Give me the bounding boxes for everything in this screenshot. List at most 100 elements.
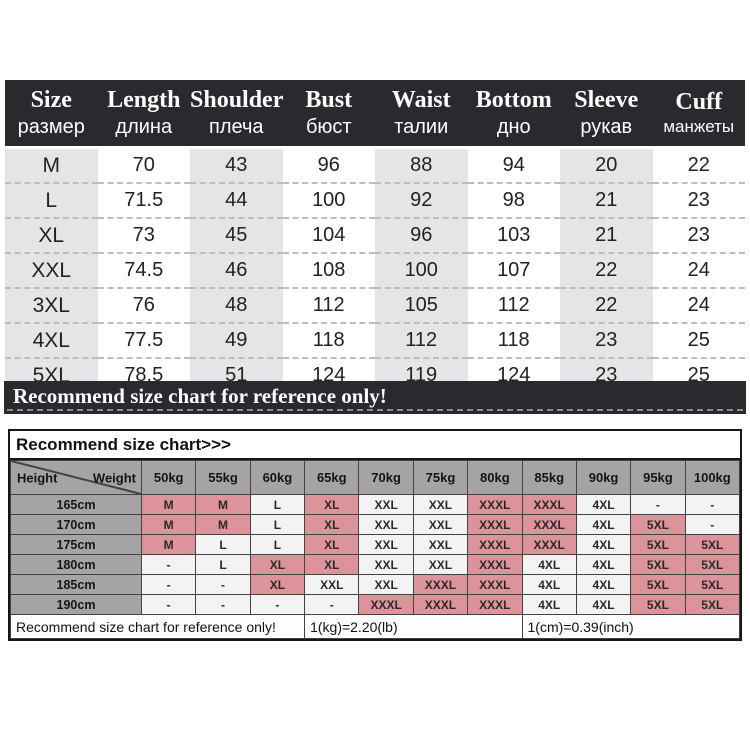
matrix-cell: 5XL [684, 554, 741, 575]
size-cell: 4XL [5, 322, 98, 358]
matrix-cell: - [140, 574, 197, 595]
matrix-cell: XL [249, 574, 306, 595]
cell: 88 [375, 147, 468, 183]
matrix-cell: XXXL [521, 494, 577, 515]
matrix-cell: M [195, 514, 251, 535]
footer-row: Recommend size chart for reference only!… [9, 614, 741, 639]
matrix-cell: XXXL [467, 494, 523, 515]
matrix-cell: - [684, 494, 741, 515]
cell: 76 [97, 287, 190, 323]
header-row: Size размер Length длина Shoulder плеча Bus… [5, 80, 745, 149]
matrix-cell: M [195, 494, 251, 515]
cell: 22 [652, 147, 745, 183]
matrix-cell: 4XL [521, 554, 577, 575]
cell: 77.5 [97, 322, 190, 358]
matrix-cell: XXXL [358, 594, 414, 615]
column-label-en: Shoulder [190, 87, 284, 114]
column-label-ru: бюст [305, 115, 352, 138]
cell: 49 [190, 322, 283, 358]
size-cell: L [5, 182, 98, 218]
cell: 118 [467, 322, 560, 358]
height-row-180cm: 180cm - L XL XL XXL XXL XXXL 4XL 4XL 5XL… [10, 554, 741, 575]
cell: 21 [560, 182, 653, 218]
matrix-cell: XXXL [467, 594, 523, 615]
weight-header: 65kg [304, 460, 360, 495]
weight-header: 90kg [575, 460, 632, 495]
matrix-cell: XXL [412, 494, 469, 515]
matrix-cell: 4XL [575, 514, 632, 535]
cell: 44 [190, 182, 283, 218]
column-label-ru: размер [17, 115, 85, 138]
column-label-en: Size [30, 87, 72, 114]
size-row-l: L 71.5 44 100 92 98 21 23 [5, 182, 745, 218]
matrix-cell: XXXL [467, 514, 523, 535]
matrix-cell: - [195, 574, 251, 595]
size-cell: XXL [5, 252, 98, 288]
cell: 96 [282, 147, 375, 183]
matrix-cell: XL [304, 514, 360, 535]
cell: 46 [190, 252, 283, 288]
cell: 112 [282, 287, 375, 323]
weight-header: 85kg [521, 460, 577, 495]
header-row: Height Weight 50kg 55kg 60kg 65kg 70kg 7… [10, 460, 741, 495]
matrix-cell: - [304, 594, 360, 615]
matrix-cell: - [140, 554, 197, 575]
cell: 112 [467, 287, 560, 323]
matrix-cell: - [195, 594, 251, 615]
cell: 23 [652, 217, 745, 253]
matrix-cell: XXL [304, 574, 360, 595]
column-label-ru: плеча [208, 115, 264, 138]
matrix-cell: XXXL [521, 534, 577, 555]
matrix-cell: 4XL [575, 594, 632, 615]
cell: 48 [190, 287, 283, 323]
matrix-cell: 4XL [575, 574, 632, 595]
notice-text: Recommend size chart for reference only! [13, 384, 387, 408]
weight-header-row: Height Weight 50kg 55kg 60kg 65kg 70kg 7… [10, 460, 741, 495]
column-label-ru: манжеты [663, 116, 735, 136]
column-header-bust: Bust бюст [282, 80, 375, 149]
matrix-cell: L [249, 494, 306, 515]
column-label-en: Length [107, 87, 181, 114]
matrix-cell: 5XL [630, 574, 686, 595]
matrix-cell: XXL [412, 554, 469, 575]
cell: 118 [282, 322, 375, 358]
column-header-waist: Waist талии [375, 80, 468, 149]
cell: 74.5 [97, 252, 190, 288]
matrix-cell: M [140, 534, 197, 555]
weight-header: 50kg [140, 460, 197, 495]
matrix-cell: - [684, 514, 741, 535]
height-row-175cm: 175cm M L L XL XXL XXL XXXL XXXL 4XL 5XL… [10, 534, 741, 555]
height-header: 165cm [10, 494, 142, 515]
height-row-165cm: 165cm M M L XL XXL XXL XXXL XXXL 4XL - - [10, 494, 741, 515]
column-label-en: Bottom [475, 87, 552, 114]
matrix-cell: XXL [358, 554, 414, 575]
matrix-cell: XXL [412, 514, 469, 535]
cm-conversion: 1(cm)=0.39(inch) [521, 614, 741, 639]
cell: 25 [652, 322, 745, 358]
cell: 45 [190, 217, 283, 253]
recommend-size-chart: Recommend size chart>>> Height Weight 50… [8, 429, 742, 641]
measurements-table: Size размер Length длина Shoulder плеча Bus… [5, 80, 745, 392]
size-cell: XL [5, 217, 98, 253]
weight-header: 80kg [467, 460, 523, 495]
matrix-cell: L [249, 514, 306, 535]
matrix-cell: - [249, 594, 306, 615]
height-header: 175cm [10, 534, 142, 555]
height-header: 170cm [10, 514, 142, 535]
matrix-cell: XXXL [467, 534, 523, 555]
cell: 108 [282, 252, 375, 288]
matrix-cell: XXXL [521, 514, 577, 535]
matrix-cell: 4XL [575, 554, 632, 575]
weight-label: Weight [92, 470, 136, 485]
matrix-cell: XXL [412, 534, 469, 555]
matrix-cell: 4XL [575, 534, 632, 555]
size-cell: 3XL [5, 287, 98, 323]
height-header: 185cm [10, 574, 142, 595]
matrix-cell: - [140, 594, 197, 615]
height-header: 180cm [10, 554, 142, 575]
matrix-cell: XL [304, 554, 360, 575]
height-header: 190cm [10, 594, 142, 615]
notice-bar: Recommend size chart for reference only! [4, 381, 746, 414]
matrix-cell: XL [304, 534, 360, 555]
cell: 100 [282, 182, 375, 218]
